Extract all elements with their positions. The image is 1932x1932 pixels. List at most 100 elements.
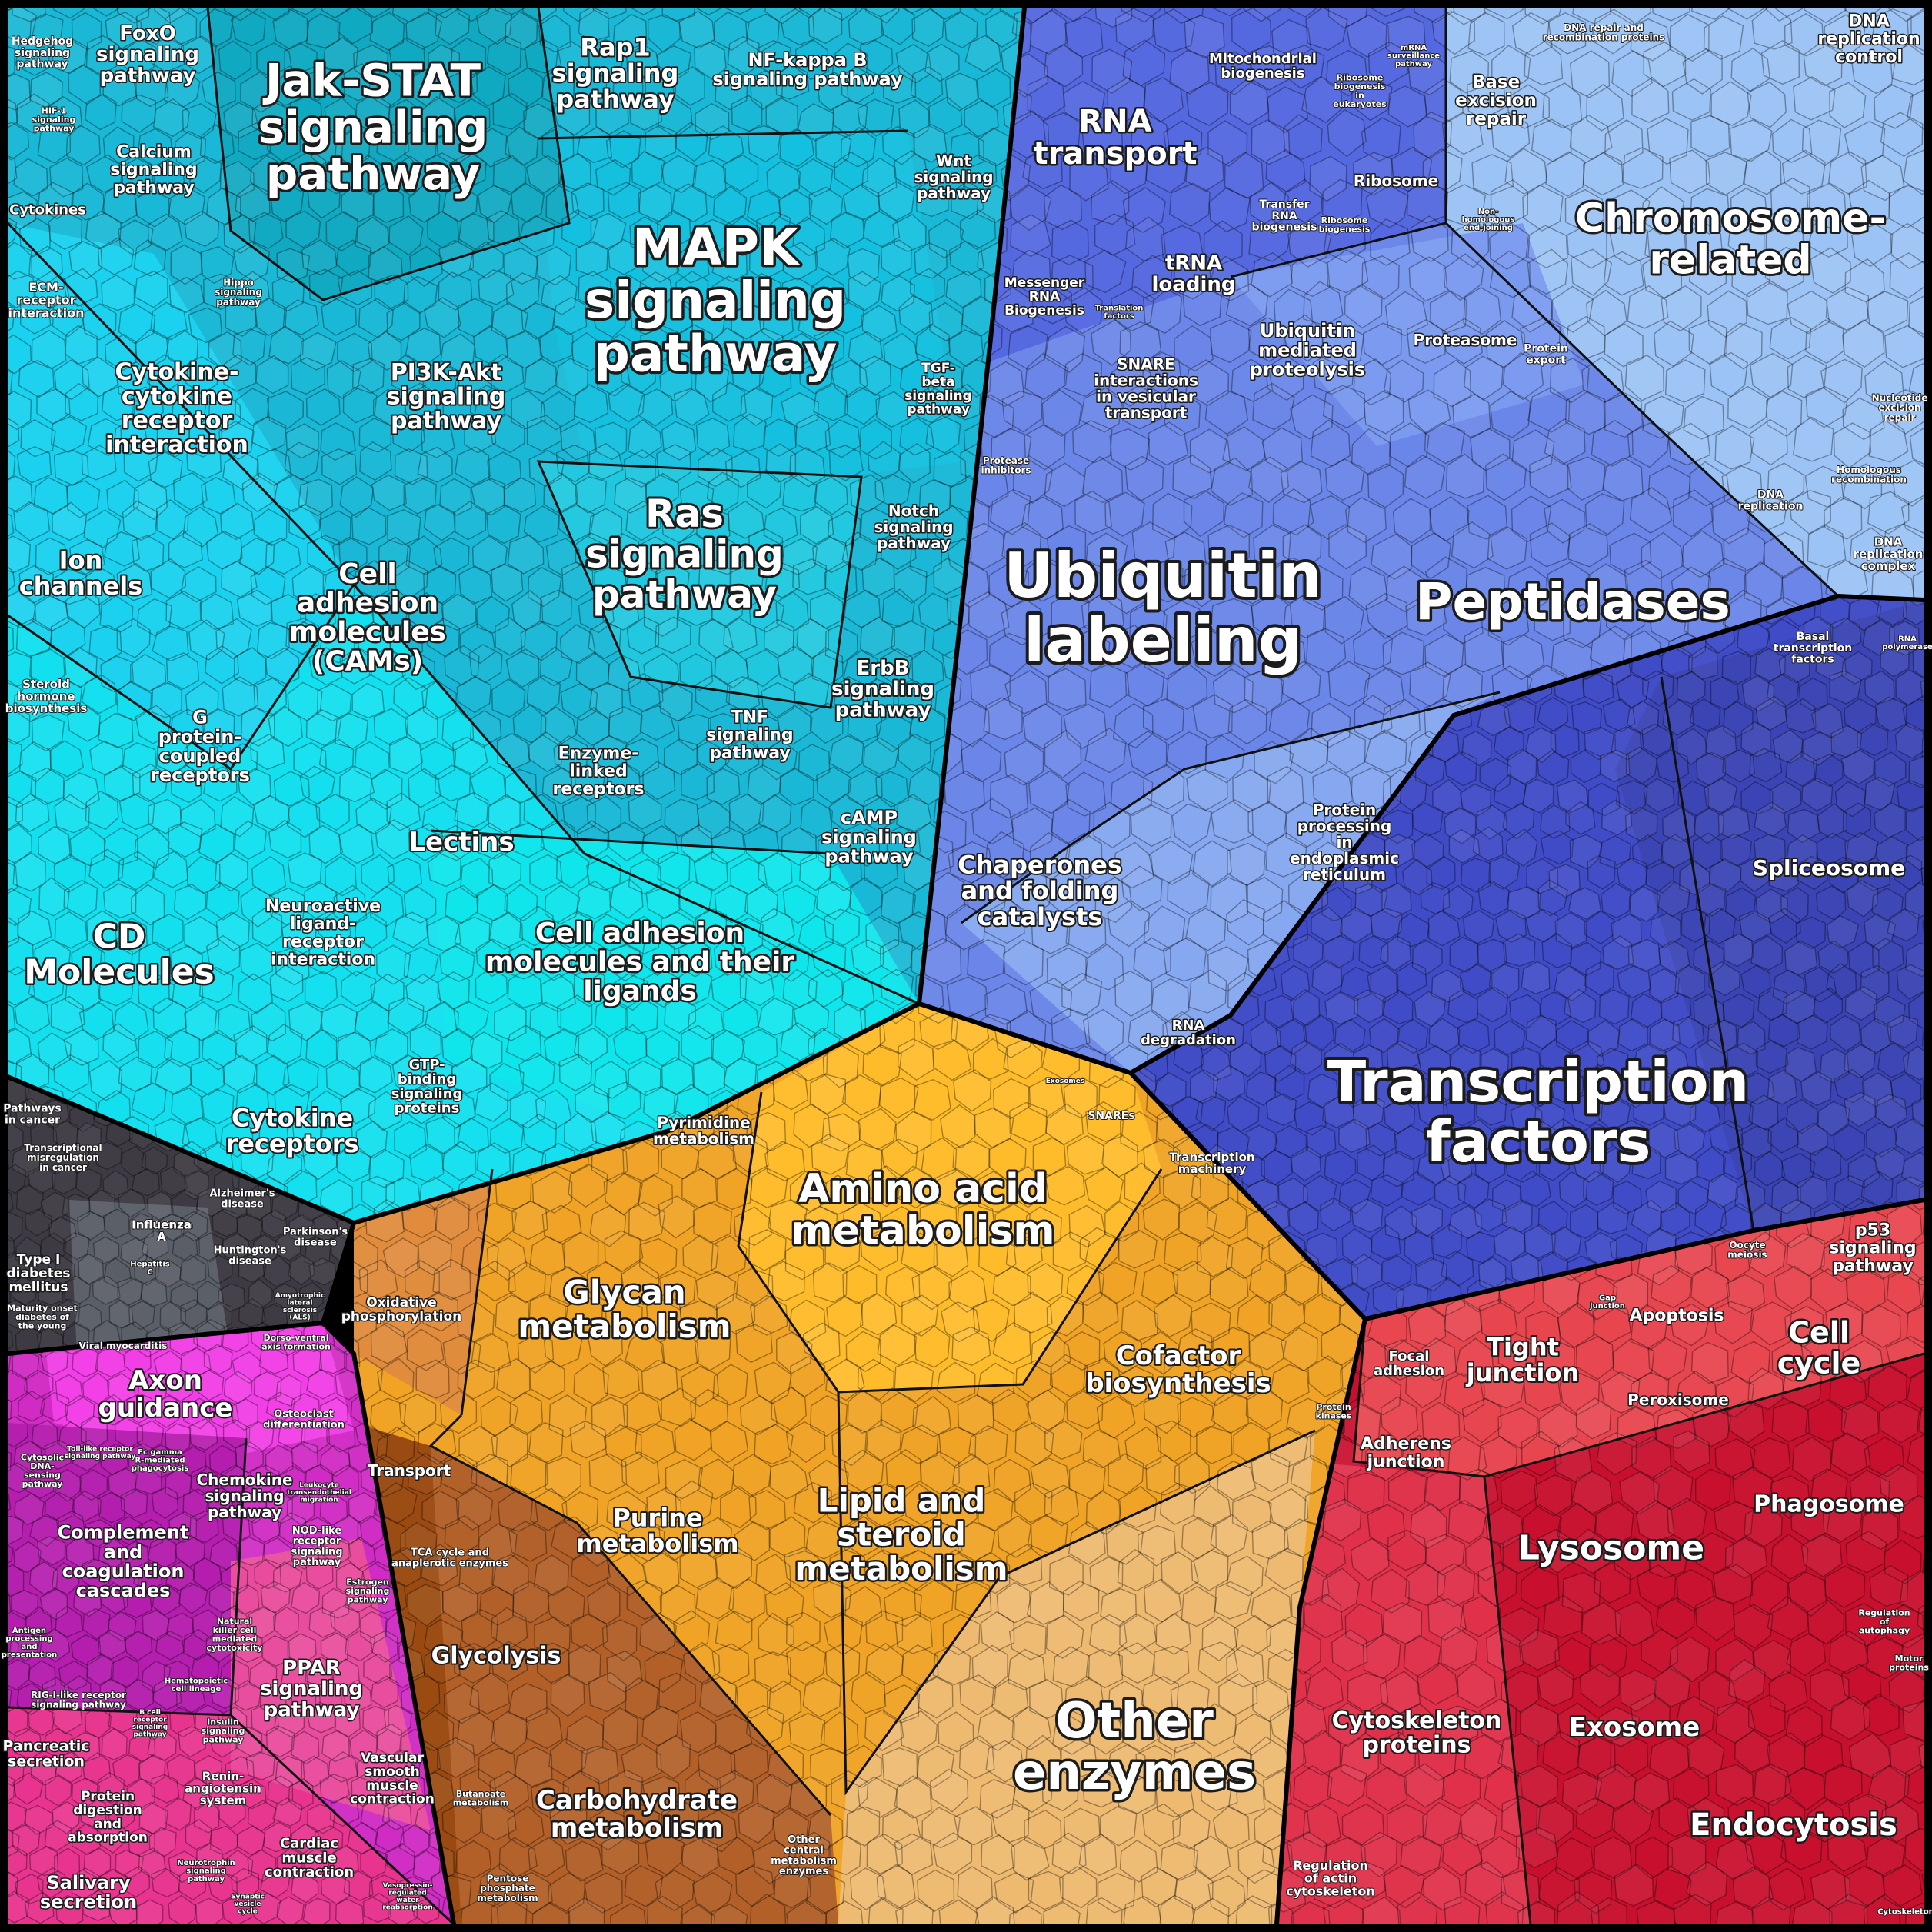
protein-cell [1212,668,1254,714]
protein-cell [360,1798,391,1831]
protein-cell [1314,1865,1354,1909]
protein-cell [202,1029,238,1071]
protein-cell [115,1849,145,1880]
protein-cell [1921,1864,1924,1905]
protein-cell [205,187,242,225]
protein-cell [1717,805,1750,839]
protein-cell [1539,991,1572,1027]
protein-cell [491,1896,528,1924]
protein-cell [159,1166,188,1197]
protein-cell [85,790,119,831]
protein-cell [914,1078,951,1121]
protein-cell [44,1820,72,1851]
protein-cell [1847,1153,1880,1188]
protein-cell [1403,1634,1441,1679]
protein-cell [274,1706,305,1738]
protein-cell [298,478,333,517]
protein-cell [543,472,578,514]
protein-cell [1128,1010,1170,1056]
protein-cell [1011,1836,1050,1881]
protein-cell [1248,1331,1287,1371]
protein-cell [1064,16,1104,58]
protein-cell [749,328,784,368]
protein-cell [13,1541,42,1574]
protein-cell [481,1800,517,1841]
protein-cell [775,591,809,632]
protein-cell [335,1143,371,1182]
protein-cell [798,301,835,341]
protein-cell [524,38,562,74]
protein-cell [1644,221,1688,267]
protein-cell [933,1236,969,1277]
protein-cell [1542,1268,1581,1315]
protein-cell [690,1388,729,1433]
protein-cell [37,182,75,220]
protein-cell [1810,702,1844,739]
protein-cell [65,480,101,518]
protein-cell [407,1584,445,1627]
protein-cell [222,1232,251,1261]
protein-cell [1008,325,1048,371]
protein-cell [639,705,675,741]
protein-cell [1199,1366,1239,1407]
protein-cell [1389,422,1430,468]
protein-cell [52,568,87,605]
protein-cell [1558,1171,1588,1208]
protein-cell [1557,1302,1596,1348]
protein-cell [1477,1435,1518,1479]
protein-cell [830,211,865,249]
protein-cell [12,1349,40,1381]
protein-cell [1886,1014,1918,1049]
protein-cell [1170,1680,1210,1722]
protein-cell [1203,220,1243,266]
protein-cell [1268,1293,1305,1335]
protein-cell [1169,182,1211,228]
protein-cell [714,1713,753,1754]
protein-cell [1174,325,1214,372]
protein-cell [282,1058,319,1098]
protein-cell [750,1111,787,1152]
protein-cell [251,1892,281,1924]
protein-cell [881,1138,918,1180]
protein-cell [306,1368,336,1400]
protein-cell [1251,1520,1290,1560]
label-line: Jak-STAT [262,54,481,106]
protein-cell [1114,624,1153,668]
protein-cell [391,1054,428,1094]
protein-cell [540,391,575,431]
protein-cell [266,1146,302,1186]
protein-cell [1467,495,1508,540]
protein-cell [1551,285,1594,333]
protein-cell [265,123,301,162]
protein-cell [608,1769,643,1810]
protein-cell [932,1832,973,1875]
protein-cell [172,472,208,511]
protein-cell [1536,1800,1574,1844]
protein-cell [661,1387,697,1427]
protein-cell [1144,77,1184,123]
protein-cell [444,1514,480,1555]
protein-cell [98,1536,128,1570]
protein-cell [824,1229,861,1273]
protein-cell [252,1054,290,1096]
protein-cell [1304,1232,1338,1268]
protein-cell [575,476,607,514]
label-line: ligands [583,975,697,1007]
protein-cell [288,504,322,540]
protein-cell [1109,428,1151,471]
protein-cell [814,476,848,515]
protein-cell [1229,78,1270,125]
protein-cell [333,1514,363,1545]
protein-cell [118,792,155,830]
protein-cell [1902,698,1924,732]
protein-cell [1688,319,1727,365]
protein-cell [1370,1174,1403,1207]
protein-cell [1143,1391,1181,1434]
protein-cell [1654,320,1694,367]
protein-cell [1457,1019,1491,1054]
protein-cell [712,381,748,422]
protein-cell [866,1549,905,1590]
protein-cell [426,915,461,952]
protein-cell [153,8,189,24]
protein-cell [660,1327,700,1371]
